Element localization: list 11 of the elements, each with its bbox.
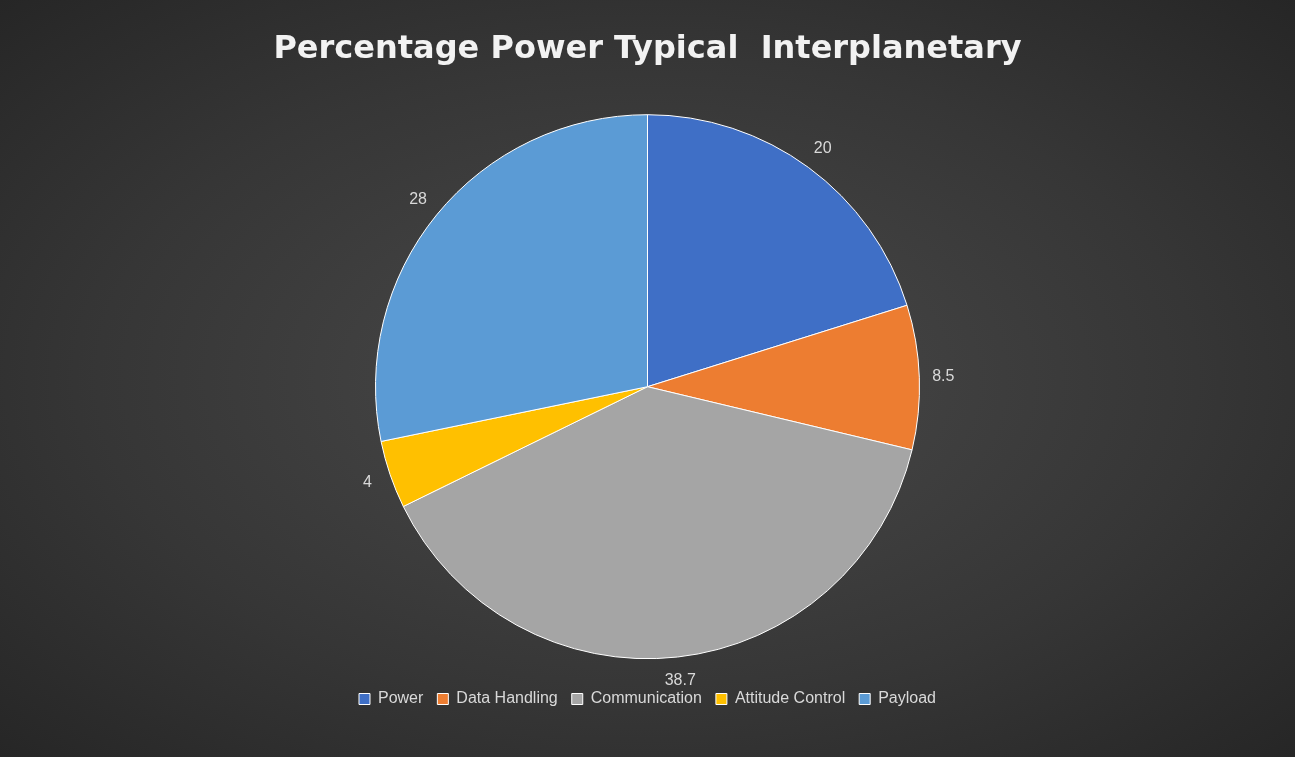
legend-label: Attitude Control xyxy=(734,689,846,707)
data-label: 4 xyxy=(362,472,372,490)
legend-label: Data Handling xyxy=(456,689,558,707)
data-label: 8.5 xyxy=(932,366,955,384)
legend-label: Communication xyxy=(590,689,702,707)
data-label: 20 xyxy=(813,138,832,156)
data-label: 38.7 xyxy=(664,671,696,689)
data-label: 28 xyxy=(409,190,428,208)
chart-title: Percentage Power Typical Interplanetary xyxy=(273,27,1022,66)
legend-label: Power xyxy=(378,689,425,707)
legend-label: Payload xyxy=(878,689,937,707)
